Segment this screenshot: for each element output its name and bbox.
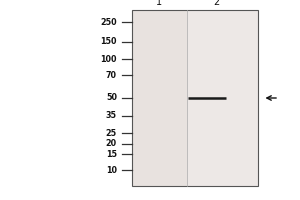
Text: 1: 1 [156,0,162,7]
Text: 50: 50 [106,94,117,102]
Text: 250: 250 [100,18,117,27]
Bar [132,10,188,186]
Text: 25: 25 [106,129,117,138]
Text: 2: 2 [213,0,219,7]
Text: 15: 15 [106,150,117,159]
Text: 100: 100 [100,55,117,64]
Text: 20: 20 [106,139,117,148]
Bar [132,10,258,186]
Text: 70: 70 [106,71,117,80]
Bar [188,10,258,186]
Text: 10: 10 [106,166,117,175]
Text: 150: 150 [100,37,117,46]
Text: 35: 35 [106,111,117,120]
